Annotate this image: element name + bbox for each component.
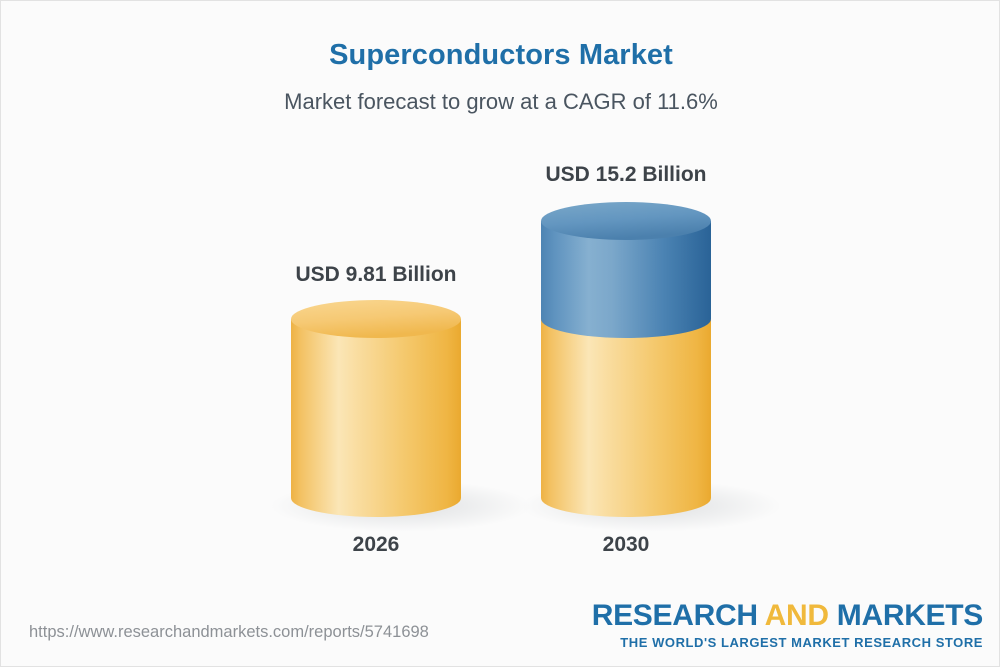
logo-word-markets: MARKETS: [828, 599, 984, 632]
bar-2026: [291, 300, 461, 517]
category-label-2030: 2030: [602, 533, 650, 556]
page-title: Superconductors Market: [329, 39, 673, 71]
value-label-2030: USD 15.2 Billion: [545, 163, 707, 186]
bar-2026-body: [291, 319, 461, 517]
bar-2030-base-body: [541, 319, 711, 517]
logo-wordmark: RESEARCH AND MARKETS: [591, 599, 984, 632]
cylinder-bars-svg: [271, 202, 781, 532]
logo-word-and: AND: [764, 599, 829, 632]
bar-2030-top-cap: [541, 202, 711, 240]
research-and-markets-logo[interactable]: RESEARCH AND MARKETS THE WORLD'S LARGEST…: [591, 599, 984, 650]
page-subtitle: Market forecast to grow at a CAGR of 11.…: [284, 89, 718, 114]
logo-word-research: RESEARCH: [591, 599, 765, 632]
bar-chart: USD 9.81 Billion USD 15.2 Billion 2026 2…: [1, 1, 999, 601]
bar-2030: [541, 202, 711, 517]
logo-tagline: THE WORLD'S LARGEST MARKET RESEARCH STOR…: [620, 635, 983, 650]
value-label-2026: USD 9.81 Billion: [295, 263, 457, 286]
source-url[interactable]: https://www.researchandmarkets.com/repor…: [29, 623, 429, 641]
category-label-2026: 2026: [352, 533, 400, 556]
bar-2030-growth-body: [541, 221, 711, 338]
bar-2026-top-cap: [291, 300, 461, 338]
